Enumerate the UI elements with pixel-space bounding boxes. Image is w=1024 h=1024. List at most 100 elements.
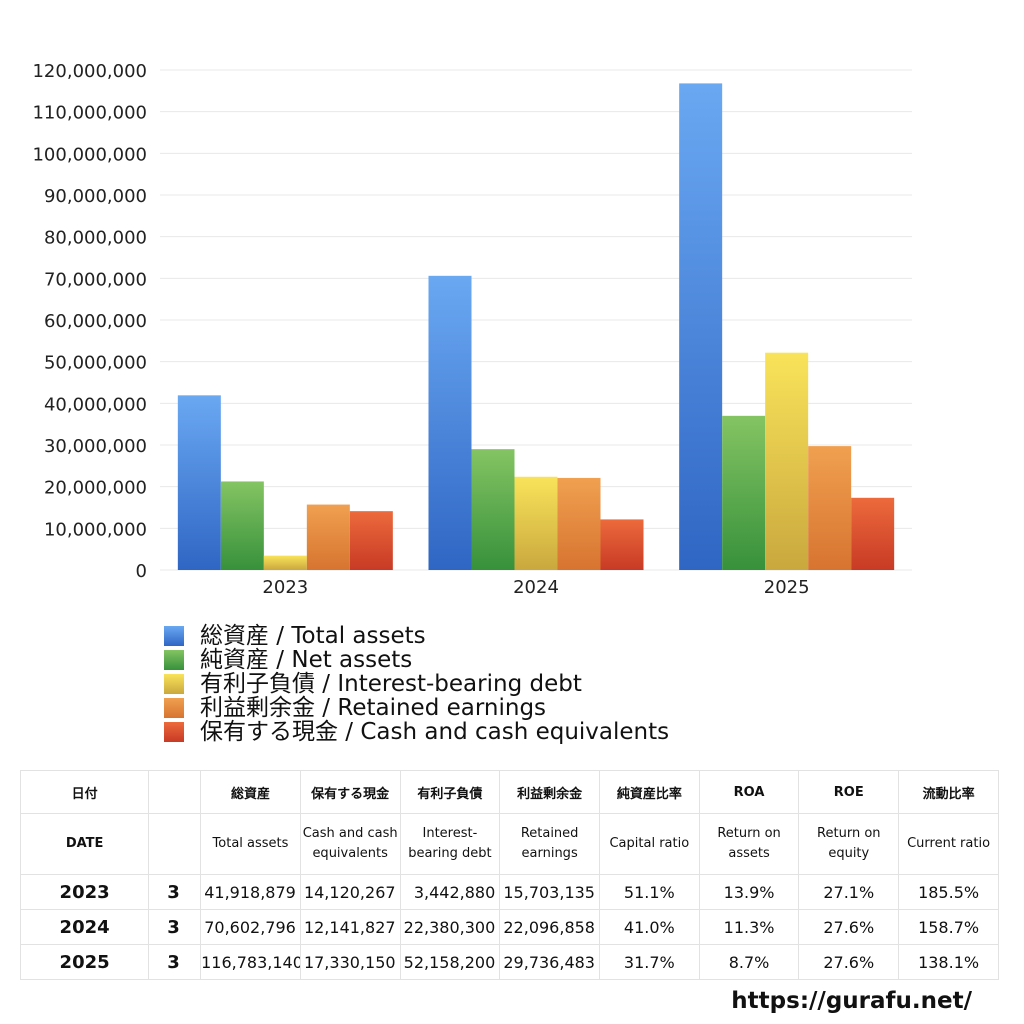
header-retained-ja: 利益剰余金 (499, 770, 600, 814)
cell-current-ratio: 185.5% (898, 874, 999, 910)
y-tick-label: 20,000,000 (44, 478, 147, 499)
legend-swatch-cash (164, 722, 184, 742)
x-tick-label: 2024 (513, 577, 559, 598)
bar-2023-series-4 (349, 511, 393, 570)
header-total-assets-en: Total assets (200, 813, 301, 875)
header-cash-en: Cash and cash equivalents (299, 813, 401, 875)
cell-roe: 27.6% (798, 909, 900, 945)
cell-capital-ratio: 31.7% (598, 944, 700, 980)
legend-label: 有利子負債 / Interest-bearing debt (200, 671, 582, 697)
cell-total-assets: 70,602,796 (200, 909, 301, 945)
cell-month: 3 (148, 909, 202, 945)
cell-month: 3 (148, 944, 202, 980)
cell-roa: 11.3% (698, 909, 800, 945)
cell-cash: 12,141,827 (299, 909, 401, 945)
bar-2023-series-3 (306, 504, 350, 570)
bar-2023-series-1 (220, 481, 264, 570)
cell-debt: 52,158,200 (399, 944, 501, 980)
x-tick-label: 2025 (764, 577, 810, 598)
cell-debt: 22,380,300 (399, 909, 501, 945)
bar-2023-series-2 (263, 555, 307, 570)
cell-retained: 22,096,858 (499, 909, 600, 945)
header-date-en: DATE (19, 813, 150, 875)
cell-total-assets: 116,783,140 (200, 944, 301, 980)
legend-label: 総資産 / Total assets (200, 623, 426, 649)
bar-2024-series-0 (428, 275, 472, 570)
cell-capital-ratio: 51.1% (598, 874, 700, 910)
header-month-ja (148, 770, 202, 814)
header-retained-en: Retained earnings (499, 813, 600, 875)
cell-debt: 3,442,880 (399, 874, 501, 910)
cell-cash: 17,330,150 (299, 944, 401, 980)
y-tick-label: 80,000,000 (44, 228, 147, 249)
y-tick-label: 70,000,000 (44, 269, 147, 290)
legend-label: 保有する現金 / Cash and cash equivalents (200, 719, 670, 745)
y-tick-label: 60,000,000 (44, 311, 147, 332)
legend-swatch-total-assets (164, 626, 184, 646)
header-roe-en: Return on equity (798, 813, 900, 875)
header-month-en (148, 813, 202, 875)
header-roa-en: Return on assets (698, 813, 800, 875)
cell-roa: 13.9% (698, 874, 800, 910)
cell-month: 3 (148, 874, 202, 910)
cell-cash: 14,120,267 (299, 874, 401, 910)
y-tick-label: 0 (136, 561, 147, 582)
y-tick-label: 100,000,000 (32, 144, 147, 165)
bar-2023-series-0 (177, 395, 221, 570)
header-date-ja: 日付 (19, 770, 150, 814)
legend-swatch-interest-bearing-debt (164, 674, 184, 694)
legend-item-net-assets: 純資産 / Net assets (164, 648, 669, 672)
cell-roa: 8.7% (698, 944, 800, 980)
legend-item-cash: 保有する現金 / Cash and cash equivalents (164, 720, 669, 744)
chart-legend: 総資産 / Total assets 純資産 / Net assets 有利子負… (164, 624, 669, 744)
y-tick-label: 40,000,000 (44, 394, 147, 415)
y-tick-label: 120,000,000 (32, 61, 147, 82)
header-debt-en: Interest-bearing debt (399, 813, 501, 875)
table-row: 2023 3 41,918,879 14,120,267 3,442,880 1… (19, 874, 999, 910)
legend-label: 利益剰余金 / Retained earnings (200, 695, 547, 721)
cell-total-assets: 41,918,879 (200, 874, 301, 910)
header-capital-ratio-en: Capital ratio (598, 813, 700, 875)
y-axis-ticks: 0 10,000,000 20,000,000 30,000,000 40,000,00… (32, 61, 147, 582)
cell-retained: 29,736,483 (499, 944, 600, 980)
cell-roe: 27.6% (798, 944, 900, 980)
bar-2025-series-2 (765, 352, 809, 570)
site-url: https://gurafu.net/ (731, 988, 972, 1014)
y-tick-label: 50,000,000 (44, 353, 147, 374)
gridlines (160, 69, 912, 571)
legend-item-interest-bearing-debt: 有利子負債 / Interest-bearing debt (164, 672, 669, 696)
y-tick-label: 30,000,000 (44, 436, 147, 457)
header-roa-ja: ROA (698, 770, 800, 814)
x-axis-ticks: 2023 2024 2025 (262, 577, 809, 598)
bar-2024-series-4 (600, 519, 644, 570)
header-debt-ja: 有利子負債 (399, 770, 501, 814)
header-current-ratio-ja: 流動比率 (898, 770, 999, 814)
legend-item-total-assets: 総資産 / Total assets (164, 624, 669, 648)
bar-2025-series-3 (808, 446, 852, 570)
header-total-assets-ja: 総資産 (200, 770, 301, 814)
financial-table: 日付 総資産 保有する現金 有利子負債 利益剰余金 純資産比率 ROA ROE … (19, 770, 999, 980)
bar-2024-series-1 (471, 449, 515, 570)
table-header-ja: 日付 総資産 保有する現金 有利子負債 利益剰余金 純資産比率 ROA ROE … (19, 770, 999, 814)
bar-2025-series-4 (851, 497, 895, 570)
bar-2025-series-0 (679, 83, 723, 571)
legend-swatch-net-assets (164, 650, 184, 670)
y-tick-label: 10,000,000 (44, 519, 147, 540)
cell-retained: 15,703,135 (499, 874, 600, 910)
cell-roe: 27.1% (798, 874, 900, 910)
bar-2024-series-3 (557, 477, 601, 570)
header-roe-ja: ROE (798, 770, 900, 814)
legend-label: 純資産 / Net assets (200, 647, 413, 673)
cell-capital-ratio: 41.0% (598, 909, 700, 945)
cell-current-ratio: 158.7% (898, 909, 999, 945)
header-capital-ratio-ja: 純資産比率 (598, 770, 700, 814)
x-tick-label: 2023 (262, 577, 308, 598)
bar-2024-series-2 (514, 476, 558, 570)
y-tick-label: 110,000,000 (32, 103, 147, 124)
bar-chart: 0 10,000,000 20,000,000 30,000,000 40,000,00… (32, 61, 912, 598)
cell-current-ratio: 138.1% (898, 944, 999, 980)
cell-year: 2024 (19, 909, 150, 945)
legend-swatch-retained-earnings (164, 698, 184, 718)
table-header-en: DATE Total assets Cash and cash equivale… (19, 813, 999, 875)
header-current-ratio-en: Current ratio (898, 813, 999, 875)
